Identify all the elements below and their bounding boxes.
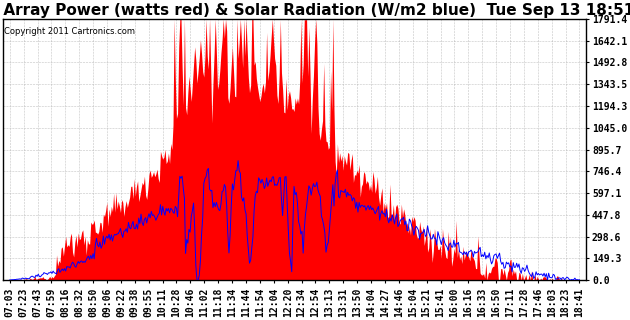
Text: Copyright 2011 Cartronics.com: Copyright 2011 Cartronics.com	[4, 27, 135, 36]
Title: West Array Power (watts red) & Solar Radiation (W/m2 blue)  Tue Sep 13 18:51: West Array Power (watts red) & Solar Rad…	[0, 3, 630, 18]
